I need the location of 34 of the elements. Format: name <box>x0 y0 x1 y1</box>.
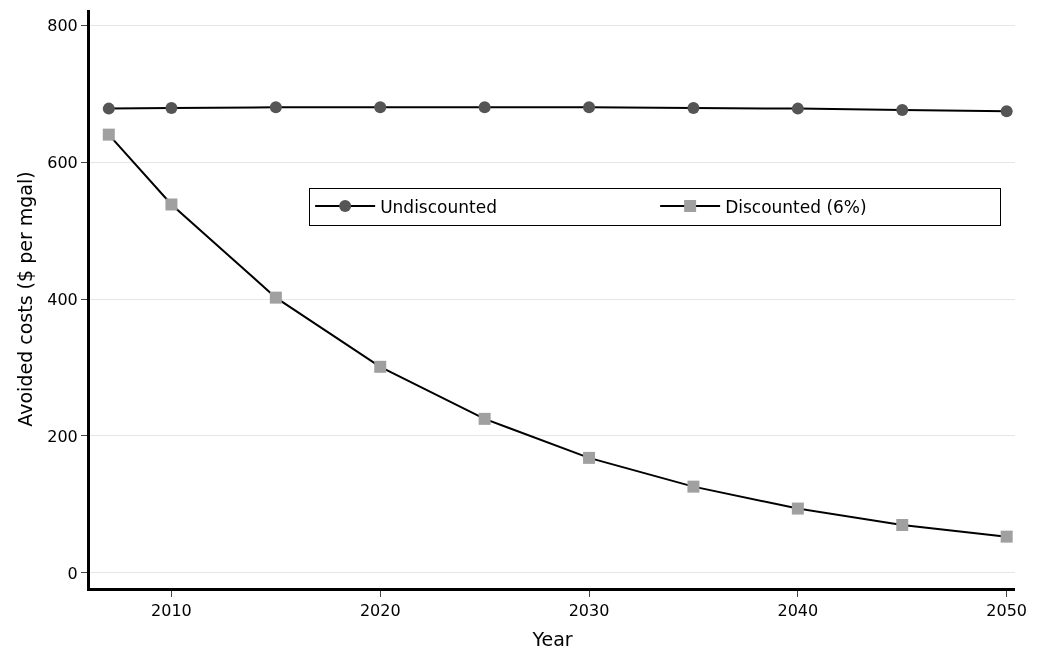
x-tick-label: 2040 <box>777 601 819 621</box>
x-tick-label: 2050 <box>986 601 1028 621</box>
point <box>102 102 115 115</box>
y-axis-title: Avoided costs ($ per mgal) <box>14 171 37 427</box>
point <box>374 101 387 114</box>
x-axis-title: Year <box>531 628 573 650</box>
x-tick-label: 2010 <box>151 601 192 621</box>
point <box>269 291 282 304</box>
point <box>165 101 178 114</box>
legend-label: Undiscounted <box>380 196 497 217</box>
point <box>1000 530 1013 543</box>
point <box>583 101 596 114</box>
point <box>165 198 178 211</box>
legend-label: Discounted (6%) <box>725 196 867 217</box>
point <box>583 451 596 464</box>
y-tick-label: 200 <box>47 426 78 446</box>
point <box>791 102 804 115</box>
x-tick-label: 2030 <box>568 601 610 621</box>
point <box>896 519 909 531</box>
point <box>374 360 387 373</box>
y-tick-label: 400 <box>47 289 78 309</box>
point <box>1000 105 1013 118</box>
point <box>687 480 700 493</box>
y-tick-label: 600 <box>47 152 78 172</box>
point <box>478 101 491 114</box>
point <box>791 502 804 515</box>
y-tick-label: 0 <box>67 563 78 583</box>
point <box>102 128 115 141</box>
x-tick-label: 2020 <box>359 601 401 621</box>
point <box>896 103 909 116</box>
point <box>478 412 491 425</box>
y-tick-label: 800 <box>47 15 78 35</box>
point <box>269 101 282 114</box>
point <box>687 101 700 114</box>
